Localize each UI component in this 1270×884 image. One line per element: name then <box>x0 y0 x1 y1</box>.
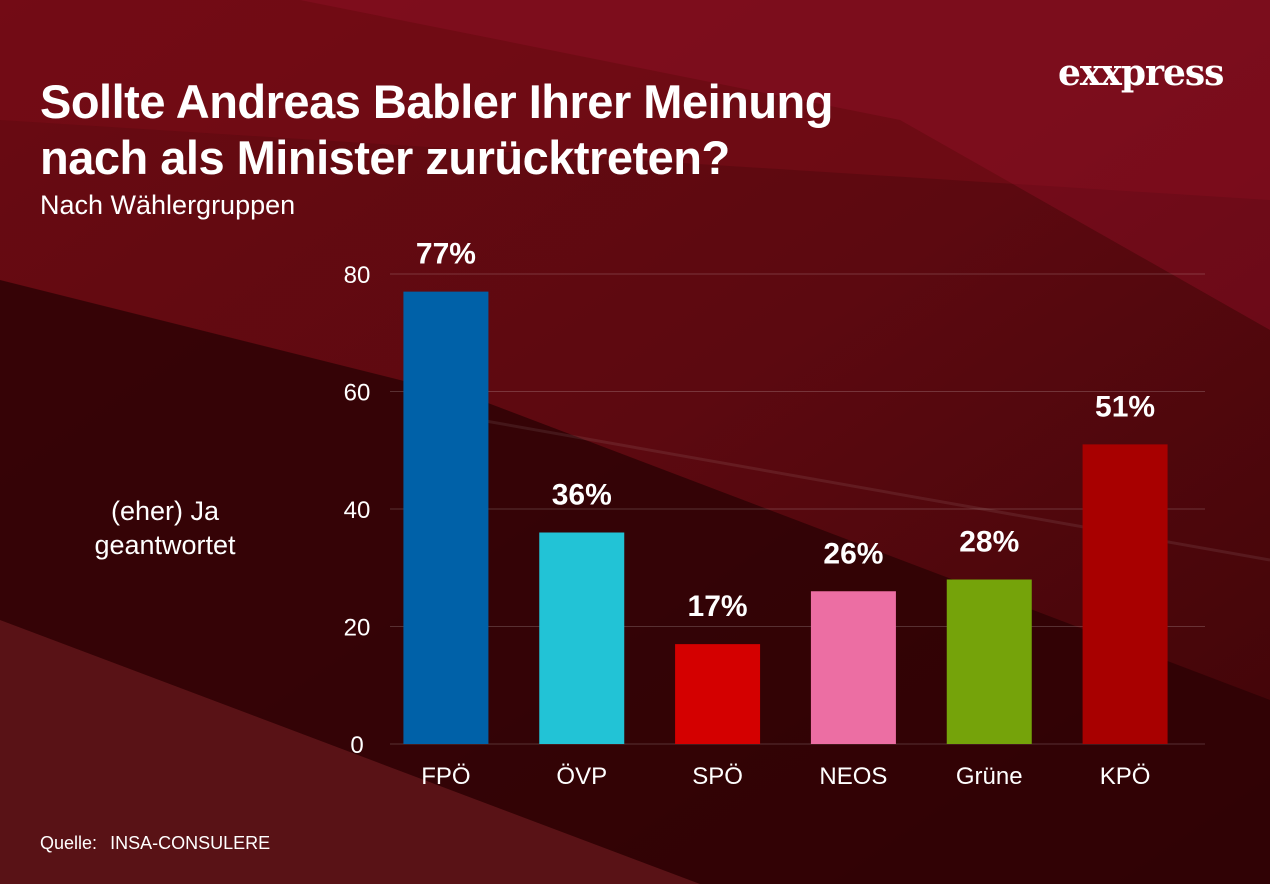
x-tick-label: KPÖ <box>1100 763 1151 790</box>
bar-FPÖ <box>403 291 489 744</box>
y-tick-label: 20 <box>344 615 371 642</box>
data-label: 28% <box>959 526 1019 559</box>
data-label: 17% <box>688 590 748 623</box>
data-label: 26% <box>823 537 883 570</box>
x-tick-label: ÖVP <box>556 763 607 790</box>
y-tick-label: 40 <box>344 497 371 524</box>
y-tick-label: 60 <box>344 380 371 407</box>
y-tick-label: 0 <box>350 732 363 759</box>
data-label: 51% <box>1095 390 1155 423</box>
bar-ÖVP <box>539 532 625 744</box>
exxpress-logo: exxpress <box>1058 52 1224 94</box>
x-tick-label: NEOS <box>819 763 887 790</box>
x-tick-label: FPÖ <box>421 763 470 790</box>
data-label: 77% <box>416 238 476 271</box>
y-axis-label: (eher) Ja geantwortet <box>94 496 236 560</box>
y-tick-label: 80 <box>344 262 371 289</box>
x-tick-label: Grüne <box>956 763 1023 790</box>
chart-subtitle: Nach Wählergruppen <box>40 190 296 220</box>
source-note: Quelle: INSA-CONSULERE <box>40 833 270 854</box>
bar-Grüne <box>946 579 1032 744</box>
bar-SPÖ <box>675 644 761 744</box>
source-label: Quelle: <box>40 833 98 853</box>
x-tick-label: SPÖ <box>692 763 743 790</box>
bar-KPÖ <box>1082 444 1168 744</box>
data-label: 36% <box>552 479 612 512</box>
chart-title: Sollte Andreas Babler Ihrer Meinung nach… <box>40 75 833 184</box>
source-value: INSA-CONSULERE <box>110 833 271 853</box>
bar-NEOS <box>810 591 896 744</box>
